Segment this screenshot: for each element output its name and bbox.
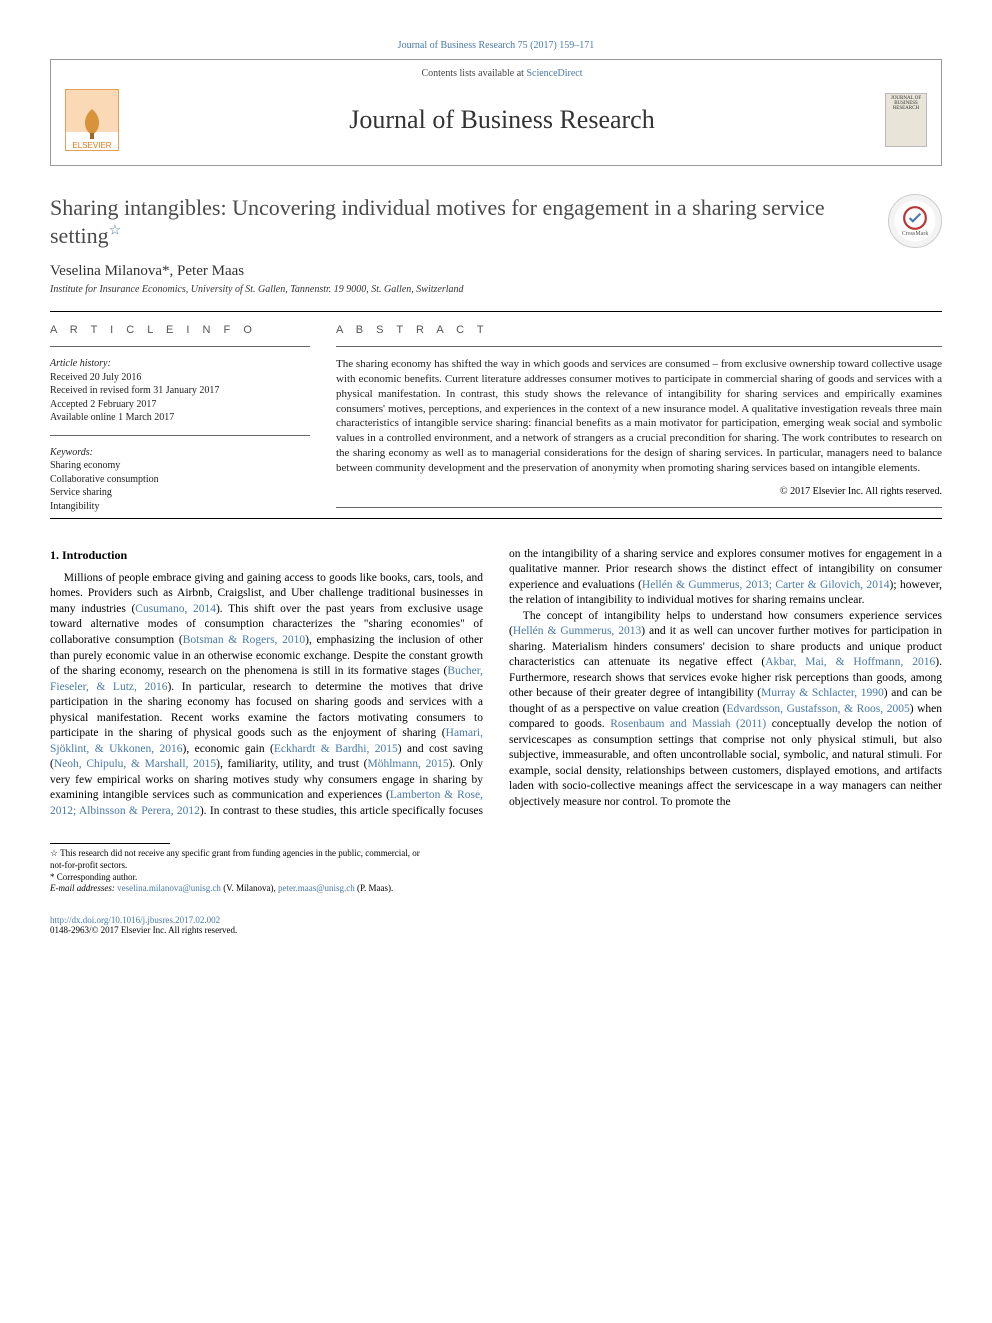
elsevier-label: ELSEVIER xyxy=(72,141,111,150)
article-history: Article history: Received 20 July 2016 R… xyxy=(50,357,310,425)
footnote-rule xyxy=(50,843,170,844)
section-1-heading: 1. Introduction xyxy=(50,547,483,563)
article-title-text: Sharing intangibles: Uncovering individu… xyxy=(50,195,825,248)
keyword-2: Collaborative consumption xyxy=(50,473,310,487)
cite-cusumano-2014[interactable]: Cusumano, 2014 xyxy=(135,603,216,615)
article-info-col: A R T I C L E I N F O Article history: R… xyxy=(50,324,310,518)
email-milanova[interactable]: veselina.milanova@unisg.ch xyxy=(117,883,221,893)
cite-rosenbaum-2011[interactable]: Rosenbaum and Massiah (2011) xyxy=(610,718,766,730)
cite-eckhardt-bardhi-2015[interactable]: Eckhardt & Bardhi, 2015 xyxy=(274,743,398,755)
journal-cover-thumb: JOURNAL OF BUSINESS RESEARCH xyxy=(885,93,927,147)
affiliation: Institute for Insurance Economics, Unive… xyxy=(50,284,942,295)
masthead-top: Contents lists available at ScienceDirec… xyxy=(51,60,941,83)
history-received: Received 20 July 2016 xyxy=(50,371,310,385)
sciencedirect-link[interactable]: ScienceDirect xyxy=(526,68,582,79)
abstract-head: A B S T R A C T xyxy=(336,324,942,336)
history-accepted: Accepted 2 February 2017 xyxy=(50,398,310,412)
authors: Veselina Milanova*, Peter Maas xyxy=(50,263,942,280)
footnote-corresponding: * Corresponding author. xyxy=(50,872,430,884)
info-rule-1 xyxy=(50,346,310,347)
cite-botsman-rogers-2010[interactable]: Botsman & Rogers, 2010 xyxy=(183,634,305,646)
cite-murray-1990[interactable]: Murray & Schlacter, 1990 xyxy=(761,687,884,699)
info-abstract-row: A R T I C L E I N F O Article history: R… xyxy=(50,324,942,518)
journal-title: Journal of Business Research xyxy=(119,105,885,135)
abstract-col: A B S T R A C T The sharing economy has … xyxy=(336,324,942,518)
abstract-rule-1 xyxy=(336,346,942,347)
keywords-block: Keywords: Sharing economy Collaborative … xyxy=(50,446,310,514)
history-label: Article history: xyxy=(50,357,310,371)
body-columns: 1. Introduction Millions of people embra… xyxy=(50,547,942,819)
cite-mohlmann-2015[interactable]: Möhlmann, 2015 xyxy=(368,758,449,770)
masthead: Contents lists available at ScienceDirec… xyxy=(50,59,942,166)
history-revised: Received in revised form 31 January 2017 xyxy=(50,384,310,398)
contents-text: Contents lists available at xyxy=(421,68,526,79)
keywords-label: Keywords: xyxy=(50,446,310,460)
intro-para-2: The concept of intangibility helps to un… xyxy=(509,609,942,811)
keyword-4: Intangibility xyxy=(50,500,310,514)
elsevier-tree-icon xyxy=(75,105,109,141)
rule-mid xyxy=(50,518,942,519)
footnote-emails: E-mail addresses: veselina.milanova@unis… xyxy=(50,883,430,895)
page-root: Journal of Business Research 75 (2017) 1… xyxy=(0,0,992,965)
info-rule-2 xyxy=(50,435,310,436)
abstract-text: The sharing economy has shifted the way … xyxy=(336,357,942,476)
cite-edvardsson-2005[interactable]: Edvardsson, Gustafsson, & Roos, 2005 xyxy=(726,703,909,715)
email-label: E-mail addresses: xyxy=(50,883,117,893)
article-info-head: A R T I C L E I N F O xyxy=(50,324,310,336)
running-head: Journal of Business Research 75 (2017) 1… xyxy=(50,40,942,51)
keyword-1: Sharing economy xyxy=(50,459,310,473)
footnote-star: ☆ This research did not receive any spec… xyxy=(50,848,430,871)
masthead-main: ELSEVIER Journal of Business Research JO… xyxy=(51,83,941,165)
rule-top xyxy=(50,311,942,312)
abstract-rule-2 xyxy=(336,507,942,508)
email-maas[interactable]: peter.maas@unisg.ch xyxy=(278,883,355,893)
history-online: Available online 1 March 2017 xyxy=(50,411,310,425)
issn-line: 0148-2963/© 2017 Elsevier Inc. All right… xyxy=(50,925,237,935)
title-row: Sharing intangibles: Uncovering individu… xyxy=(50,194,942,249)
cite-hellen-2013[interactable]: Hellén & Gummerus, 2013 xyxy=(513,625,641,637)
footnotes: ☆ This research did not receive any spec… xyxy=(50,843,430,895)
crossmark-icon xyxy=(902,205,928,231)
abstract-copyright: © 2017 Elsevier Inc. All rights reserved… xyxy=(336,486,942,497)
doi-link[interactable]: http://dx.doi.org/10.1016/j.jbusres.2017… xyxy=(50,915,220,925)
elsevier-logo: ELSEVIER xyxy=(65,89,119,151)
cite-akbar-2016[interactable]: Akbar, Mai, & Hoffmann, 2016 xyxy=(765,656,935,668)
crossmark-label: CrossMark xyxy=(902,231,929,237)
crossmark-badge[interactable]: CrossMark xyxy=(888,194,942,248)
title-star: ☆ xyxy=(109,223,122,238)
keyword-3: Service sharing xyxy=(50,486,310,500)
footer-meta: http://dx.doi.org/10.1016/j.jbusres.2017… xyxy=(50,915,942,935)
cite-hellen-carter[interactable]: Hellén & Gummerus, 2013; Carter & Gilovi… xyxy=(642,579,890,591)
article-title: Sharing intangibles: Uncovering individu… xyxy=(50,194,868,249)
contents-line: Contents lists available at ScienceDirec… xyxy=(119,68,885,79)
cite-neoh-2015[interactable]: Neoh, Chipulu, & Marshall, 2015 xyxy=(54,758,216,770)
